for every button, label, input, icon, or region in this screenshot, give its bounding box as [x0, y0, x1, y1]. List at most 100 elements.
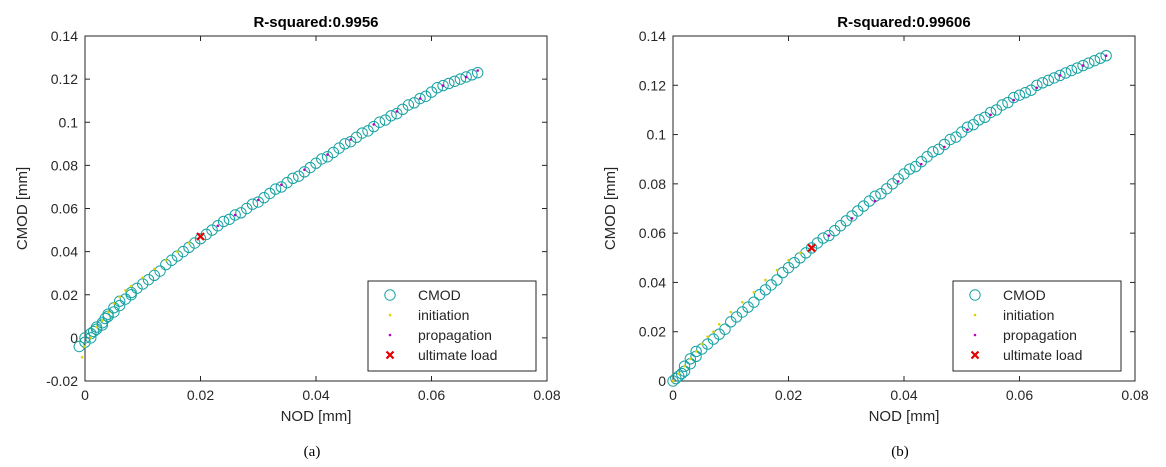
legend-marker-propagation	[388, 333, 392, 337]
data-point-initiation	[775, 268, 779, 272]
data-point-cmod	[229, 209, 241, 221]
data-point-cmod	[437, 79, 449, 92]
data-point-cmod	[385, 110, 397, 122]
legend-box	[952, 280, 1122, 372]
data-point-propagation	[464, 75, 468, 79]
data-point-cmod	[362, 125, 374, 137]
data-point-initiation	[187, 241, 191, 245]
legend-entry-label: initiation	[1003, 307, 1054, 323]
x-tick-label: 0	[669, 387, 677, 403]
data-point-cmod	[1060, 67, 1072, 79]
data-point-propagation	[280, 183, 283, 187]
data-point-cmod	[1065, 64, 1078, 77]
chart-title: R-squared:0.9956	[253, 14, 378, 31]
data-point-initiation	[729, 310, 733, 314]
data-point-ultimate-load	[807, 243, 816, 253]
chart-panel-a: 0 0.02 0.04 0.06 0.08-0.0200.020.040.060.080…	[14, 14, 561, 460]
data-point-cmod	[292, 170, 305, 182]
data-point-cmod	[391, 107, 403, 120]
x-tick-label: 0.04	[890, 387, 917, 403]
data-point-cmod	[310, 157, 322, 169]
y-tick-label: 0.06	[639, 225, 666, 241]
data-point-initiation	[129, 284, 133, 288]
data-point-cmod	[241, 202, 253, 215]
series-CMOD	[667, 50, 1112, 387]
data-point-initiation	[153, 267, 156, 271]
data-point-cmod	[771, 274, 783, 286]
data-point-cmod	[904, 163, 916, 175]
data-point-cmod	[690, 345, 702, 358]
data-point-cmod	[223, 213, 236, 225]
data-point-cmod	[748, 296, 760, 308]
data-point-propagation	[476, 69, 480, 72]
data-point-initiation	[89, 336, 93, 340]
data-point-cmod	[1008, 91, 1020, 104]
data-point-propagation	[966, 128, 969, 131]
data-point-cmod	[460, 71, 472, 83]
data-point-initiation	[683, 364, 686, 368]
data-point-cmod	[246, 198, 259, 210]
data-point-cmod	[984, 106, 997, 119]
data-point-cmod	[85, 332, 97, 344]
data-point-cmod	[684, 353, 697, 365]
data-point-cmod	[373, 116, 386, 128]
data-point-cmod	[298, 166, 311, 178]
data-point-initiation	[717, 323, 721, 326]
data-point-initiation	[106, 310, 110, 314]
data-point-cmod	[339, 138, 351, 150]
legend-entry-label: propagation	[418, 327, 492, 343]
data-point-cmod	[719, 323, 731, 335]
data-point-cmod	[1083, 57, 1095, 69]
data-point-cmod	[368, 120, 380, 133]
x-tick-label: 0.04	[302, 387, 329, 403]
data-point-initiation	[118, 295, 121, 299]
data-point-cmod	[304, 161, 316, 174]
data-point-initiation	[700, 342, 704, 346]
legend-entry-label: propagation	[1003, 327, 1077, 343]
data-point-cmod	[281, 176, 293, 189]
legend-marker-propagation	[973, 333, 977, 337]
data-point-cmod	[235, 207, 247, 219]
data-point-propagation	[1081, 64, 1085, 67]
data-point-cmod	[1013, 89, 1026, 101]
data-point-cmod	[678, 360, 691, 372]
data-point-cmod	[119, 293, 132, 305]
series-ultimate-load	[807, 243, 816, 253]
data-point-propagation	[827, 234, 831, 237]
y-tick-label: 0.1	[647, 127, 667, 143]
x-tick-label: 0.06	[418, 387, 445, 403]
data-point-propagation	[1058, 74, 1062, 77]
x-tick-label: 0	[81, 387, 89, 403]
data-point-cmod	[454, 73, 467, 85]
y-tick-label: 0.04	[639, 274, 666, 290]
y-tick-label: 0.12	[51, 71, 78, 87]
data-point-cmod	[142, 273, 155, 286]
legend-marker-ultimate-load	[385, 350, 395, 360]
data-point-cmod	[425, 86, 438, 98]
data-point-cmod	[321, 151, 334, 163]
data-point-propagation	[216, 224, 220, 228]
data-point-cmod	[379, 114, 391, 126]
y-tick-label: 0	[658, 373, 666, 389]
legend-marker-cmod	[969, 289, 981, 301]
data-point-cmod	[414, 92, 426, 105]
data-point-cmod	[927, 146, 939, 158]
data-point-cmod	[1088, 54, 1101, 67]
data-point-initiation	[124, 289, 127, 292]
legend-entry-label: initiation	[418, 307, 469, 323]
data-point-initiation	[752, 290, 756, 294]
data-point-cmod	[200, 228, 212, 241]
data-point-initiation	[176, 250, 179, 253]
legend-entry-label: CMOD	[418, 287, 461, 303]
data-point-cmod	[154, 265, 166, 277]
data-point-cmod	[252, 196, 264, 208]
y-tick-label: 0.08	[51, 157, 78, 173]
data-point-propagation	[441, 84, 445, 87]
data-point-cmod	[973, 114, 985, 126]
data-point-cmod	[327, 146, 340, 159]
data-point-cmod	[90, 321, 103, 333]
data-point-cmod	[206, 224, 218, 236]
data-point-initiation	[689, 357, 692, 361]
y-axis-label: CMOD [mm]	[602, 167, 619, 250]
